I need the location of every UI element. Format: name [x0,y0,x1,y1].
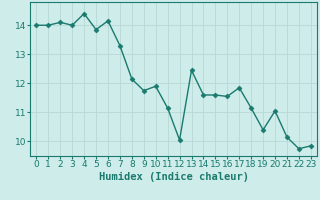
X-axis label: Humidex (Indice chaleur): Humidex (Indice chaleur) [99,172,249,182]
